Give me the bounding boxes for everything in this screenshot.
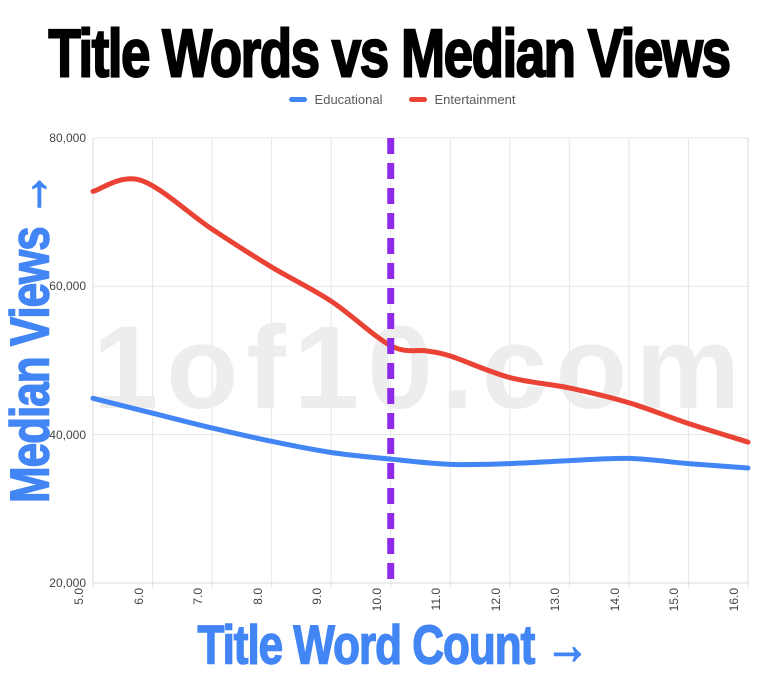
legend-item-educational: Educational <box>288 92 383 107</box>
x-tick-label: 8.0 <box>250 588 265 605</box>
legend-item-entertainment: Entertainment <box>408 92 516 107</box>
x-tick-label: 13.0 <box>548 588 563 612</box>
y-axis-title: Median Views → <box>0 172 62 503</box>
entertainment-line-marker-icon <box>408 97 427 102</box>
legend-label-entertainment: Entertainment <box>434 92 516 107</box>
x-tick-label: 11.0 <box>429 588 444 611</box>
educational-line-marker-icon <box>288 97 307 102</box>
x-tick-label: 10.0 <box>369 588 384 612</box>
y-tick-label: 20,000 <box>49 576 86 590</box>
chart-title: Title Words vs Median Views <box>48 15 732 93</box>
x-tick-label: 12.0 <box>488 588 503 612</box>
y-tick-label: 80,000 <box>49 131 86 145</box>
x-tick-label: 14.0 <box>607 588 622 612</box>
y-tick-label: 60,000 <box>49 279 86 294</box>
x-tick-label: 7.0 <box>191 588 206 605</box>
x-tick-label: 6.0 <box>131 588 146 605</box>
series-line-educational <box>90 395 751 471</box>
x-tick-label: 5.0 <box>72 588 86 605</box>
x-tick-label: 16.0 <box>727 588 741 612</box>
x-tick-label: 15.0 <box>667 588 682 612</box>
legend: Educational Entertainment <box>0 92 778 107</box>
y-tick-label: 40,000 <box>49 427 86 442</box>
series-line-entertainment <box>90 176 751 445</box>
x-tick-label: 9.0 <box>310 588 325 605</box>
watermark: 1of10.com <box>93 302 749 434</box>
legend-label-educational: Educational <box>314 92 383 107</box>
x-axis-title: Title Word Count → <box>197 614 590 677</box>
